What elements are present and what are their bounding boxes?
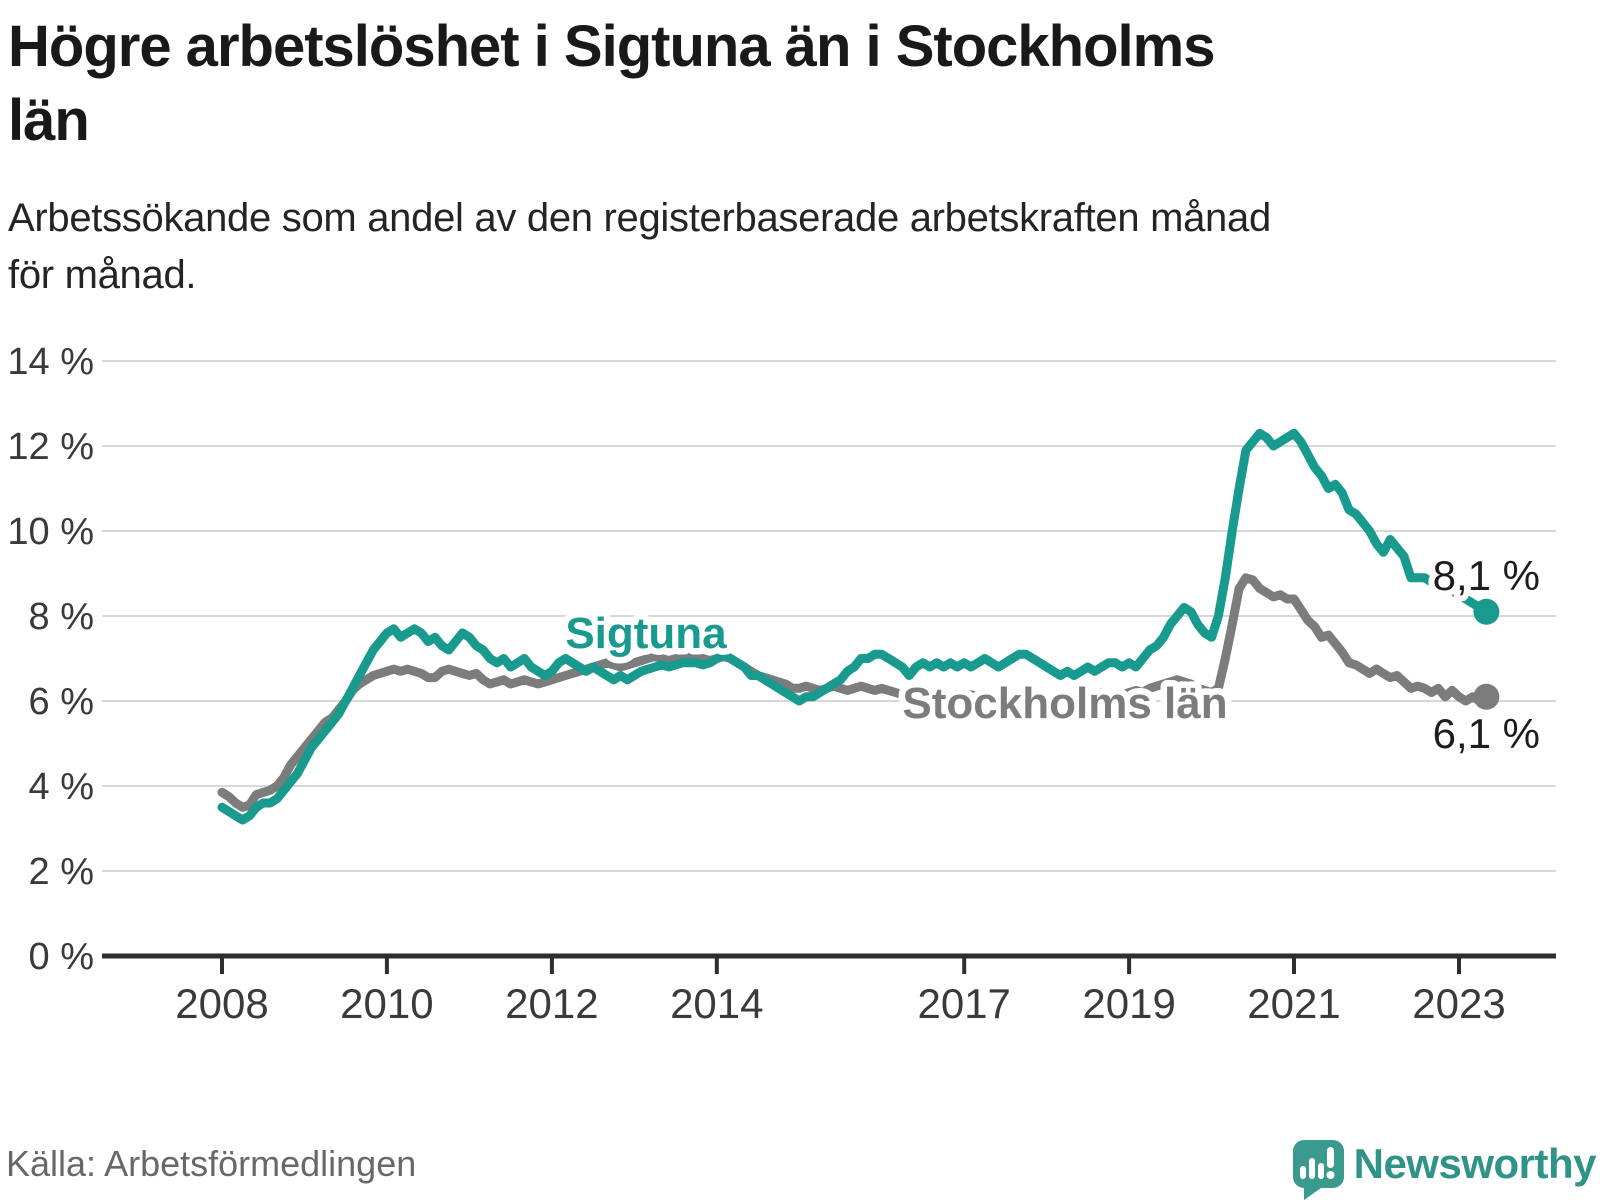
newsworthy-logo-text: Newsworthy [1354, 1140, 1598, 1187]
x-axis-label-2021: 2021 [1247, 980, 1340, 1027]
series-label-stockholms-lan: Stockholms län [902, 679, 1227, 728]
y-axis-label-14: 14 % [7, 341, 94, 383]
x-axis-label-2014: 2014 [670, 980, 763, 1027]
series-label-sigtuna: Sigtuna [565, 609, 727, 658]
x-axis-label-2019: 2019 [1082, 980, 1175, 1027]
end-value-label-sigtuna: 8,1 % [1433, 552, 1540, 599]
chart-subtitle: Arbetssökande som andel av den registerb… [8, 190, 1568, 304]
y-axis-label-6: 6 % [29, 681, 94, 723]
logo-bar-1 [1300, 1166, 1306, 1179]
logo-bar-2 [1309, 1158, 1315, 1179]
x-axis-label-2012: 2012 [505, 980, 598, 1027]
end-dot-sigtuna [1473, 598, 1500, 625]
logo-bar-3 [1318, 1163, 1324, 1179]
x-axis-ticks [220, 958, 1461, 974]
x-axis-label-2023: 2023 [1412, 980, 1505, 1027]
y-axis-label-2: 2 % [29, 851, 94, 893]
chart-subtitle-line-1: Arbetssökande som andel av den registerb… [8, 196, 1271, 240]
chart-subtitle-line-2: för månad. [8, 253, 197, 297]
logo-exclamation-dot [1326, 1171, 1335, 1179]
end-dot-stockholms-lan [1473, 683, 1500, 710]
x-axis-labels: 2008 2010 2012 2014 2017 2019 2021 2023 [175, 980, 1505, 1027]
chart-title-line-2: län [8, 88, 90, 153]
y-axis-label-4: 4 % [29, 766, 94, 808]
y-axis-label-12: 12 % [7, 426, 94, 468]
gridlines [102, 360, 1556, 872]
x-axis-label-2010: 2010 [340, 980, 433, 1027]
chart-title-line-1: Högre arbetslöshet i Sigtuna än i Stockh… [8, 14, 1215, 79]
x-axis-label-2008: 2008 [175, 980, 268, 1027]
y-axis-label-8: 8 % [29, 596, 94, 638]
newsworthy-logo: Newsworthy [1293, 1140, 1598, 1200]
series-line-sigtuna [217, 428, 1491, 825]
source-note: Källa: Arbetsförmedlingen [6, 1143, 416, 1184]
chart-title: Högre arbetslöshet i Sigtuna än i Stockh… [8, 10, 1568, 158]
end-value-label-stockholms-lan: 6,1 % [1433, 710, 1540, 757]
logo-exclamation-bar [1327, 1147, 1334, 1168]
y-axis-label-0: 0 % [29, 936, 94, 978]
series-line-stockholms-lan [217, 573, 1491, 812]
y-axis-labels: 14 % 12 % 10 % 8 % 6 % 4 % 2 % 0 % [7, 341, 94, 978]
x-axis-label-2017: 2017 [917, 980, 1010, 1027]
y-axis-label-10: 10 % [7, 511, 94, 553]
